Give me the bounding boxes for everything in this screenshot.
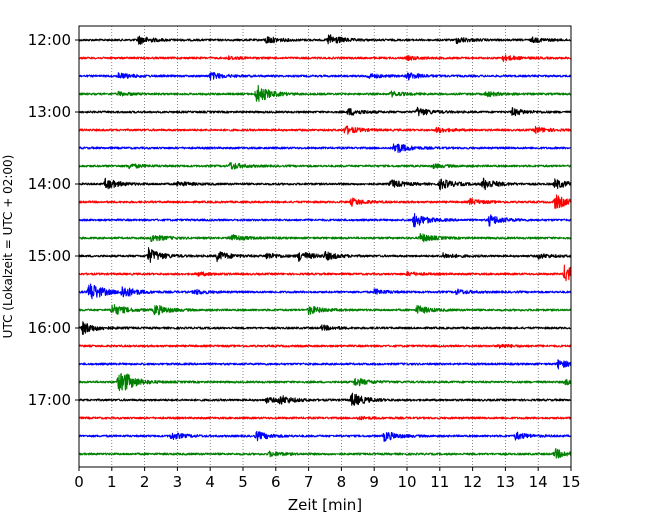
x-tick-label: 14 xyxy=(529,473,548,491)
seismogram-trace xyxy=(78,162,572,170)
seismogram-trace xyxy=(78,304,572,316)
x-tick-label: 0 xyxy=(74,473,84,491)
seismogram-trace xyxy=(78,321,572,336)
seismogram-trace xyxy=(78,106,572,117)
seismogram-trace xyxy=(78,430,572,442)
seismogram-traces xyxy=(78,34,572,459)
seismogram-trace xyxy=(78,264,572,282)
seismogram-trace xyxy=(78,233,572,243)
seismogram-trace xyxy=(78,143,572,154)
seismogram-trace xyxy=(78,283,572,300)
seismogram-trace xyxy=(78,343,572,349)
x-tick-label: 1 xyxy=(107,473,117,491)
seismogram-trace xyxy=(78,359,572,370)
seismogram-trace xyxy=(78,448,572,459)
seismogram-trace xyxy=(78,71,572,81)
x-tick-label: 9 xyxy=(369,473,379,491)
y-tick-label: 17:00 xyxy=(28,391,71,409)
x-tick-label: 7 xyxy=(304,473,314,491)
y-tick-label: 16:00 xyxy=(28,319,71,337)
x-tick-label: 15 xyxy=(561,473,580,491)
y-tick-label: 13:00 xyxy=(28,103,71,121)
x-tick-label: 12 xyxy=(463,473,482,491)
x-tick-label: 10 xyxy=(397,473,416,491)
x-tick-label: 13 xyxy=(496,473,515,491)
x-axis-ticks: 0 1 2 3 4 5 6 7 8 9 10 11 12 13 14 15 xyxy=(74,467,581,491)
y-tick-label: 12:00 xyxy=(28,31,71,49)
seismogram-trace xyxy=(78,247,572,263)
seismogram-trace xyxy=(78,212,572,228)
x-tick-label: 2 xyxy=(140,473,150,491)
seismogram-trace xyxy=(78,34,572,45)
seismogram-trace xyxy=(78,194,572,209)
seismogram-trace xyxy=(78,84,572,102)
seismogram-trace xyxy=(78,54,572,62)
y-tick-label: 14:00 xyxy=(28,175,71,193)
x-axis-label: Zeit [min] xyxy=(288,496,362,514)
x-tick-label: 8 xyxy=(337,473,347,491)
x-tick-label: 6 xyxy=(271,473,281,491)
y-axis-label: UTC (Lokalzeit = UTC + 02:00) xyxy=(1,155,15,339)
y-tick-label: 15:00 xyxy=(28,247,71,265)
seismogram-trace xyxy=(78,415,572,421)
x-tick-label: 5 xyxy=(238,473,248,491)
y-axis-ticks: 12:00 13:00 14:00 15:00 16:00 17:00 xyxy=(28,31,79,409)
seismogram-trace xyxy=(78,392,572,406)
x-tick-label: 3 xyxy=(173,473,183,491)
seismogram-trace xyxy=(78,177,572,191)
seismogram-trace xyxy=(78,373,572,392)
x-tick-label: 4 xyxy=(205,473,215,491)
plot-frame xyxy=(78,25,572,468)
x-tick-label: 11 xyxy=(430,473,449,491)
seismogram-trace xyxy=(78,125,572,135)
